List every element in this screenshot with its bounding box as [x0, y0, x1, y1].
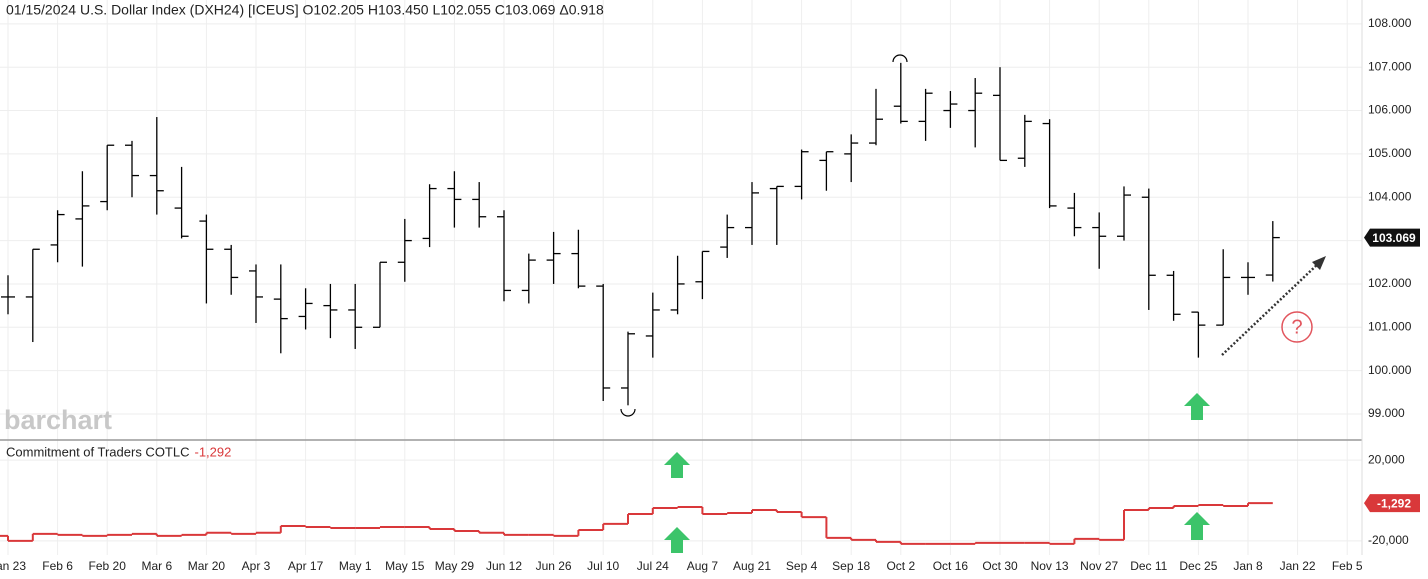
x-tick-label: May 15 [385, 559, 425, 573]
x-tick-label: Dec 11 [1130, 559, 1167, 573]
x-tick-label: Mar 6 [141, 559, 172, 573]
high-marker [892, 54, 908, 63]
x-tick-label: Apr 3 [242, 559, 271, 573]
y-tick-label: 101.000 [1368, 319, 1412, 333]
x-tick-label: Jan 23 [0, 559, 26, 573]
low-marker [620, 408, 636, 417]
x-tick-label: Apr 17 [288, 559, 324, 573]
x-tick-label: Dec 25 [1179, 559, 1217, 573]
x-tick-label: Jun 26 [536, 559, 572, 573]
x-tick-label: May 29 [435, 559, 475, 573]
last-value-box [1364, 494, 1420, 513]
y-tick-label: 104.000 [1368, 189, 1412, 203]
trend-arrow [1221, 261, 1321, 356]
up-arrow [664, 527, 690, 553]
trend-arrow-head [1312, 256, 1326, 270]
y-tick-label: 100.000 [1368, 363, 1412, 377]
x-tick-label: Feb 20 [89, 559, 127, 573]
x-tick-label: Oct 2 [886, 559, 915, 573]
y-tick-label: 106.000 [1368, 103, 1412, 117]
grid [0, 0, 1362, 555]
y-tick-label: 108.000 [1368, 16, 1412, 30]
x-tick-label: Feb 6 [42, 559, 73, 573]
x-tick-label: Jan 22 [1280, 559, 1316, 573]
x-tick-label: Sep 18 [832, 559, 870, 573]
y-tick-label: 99.000 [1368, 406, 1405, 420]
marks [0, 62, 1280, 545]
last-value-label: -1,292 [1377, 496, 1411, 510]
x-tick-label: Nov 27 [1080, 559, 1118, 573]
question-mark: ? [1291, 316, 1302, 338]
x-tick-label: Jul 10 [587, 559, 619, 573]
indicator-title: Commitment of Traders COTLC [6, 444, 190, 459]
x-tick-label: Oct 30 [982, 559, 1018, 573]
y-tick-label: -20,000 [1368, 533, 1409, 547]
x-tick-label: Aug 21 [733, 559, 771, 573]
x-tick-label: Jun 12 [486, 559, 522, 573]
chart-title: 01/15/2024 U.S. Dollar Index (DXH24) [IC… [6, 2, 604, 18]
x-tick-label: Feb 5 [1332, 559, 1363, 573]
x-tick-label: May 1 [339, 559, 372, 573]
x-tick-label: Oct 16 [933, 559, 969, 573]
indicator-value: -1,292 [195, 444, 232, 459]
y-tick-label: 102.000 [1368, 276, 1412, 290]
up-arrow [664, 452, 690, 478]
last-value-box [1364, 228, 1420, 247]
x-tick-label: Aug 7 [687, 559, 719, 573]
arrows [664, 393, 1210, 553]
up-arrow [1184, 393, 1210, 420]
y-tick-label: 105.000 [1368, 146, 1412, 160]
watermark: barchart [4, 405, 112, 435]
x-tick-label: Jul 24 [637, 559, 669, 573]
x-tick-label: Sep 4 [786, 559, 818, 573]
y-tick-label: 20,000 [1368, 452, 1405, 466]
x-tick-label: Nov 13 [1031, 559, 1069, 573]
up-arrow [1184, 512, 1210, 540]
last-value-label: 103.069 [1372, 231, 1416, 245]
question-circle [1281, 311, 1313, 343]
y-tick-label: 107.000 [1368, 59, 1412, 73]
x-tick-label: Jan 8 [1233, 559, 1263, 573]
x-tick-label: Mar 20 [188, 559, 226, 573]
